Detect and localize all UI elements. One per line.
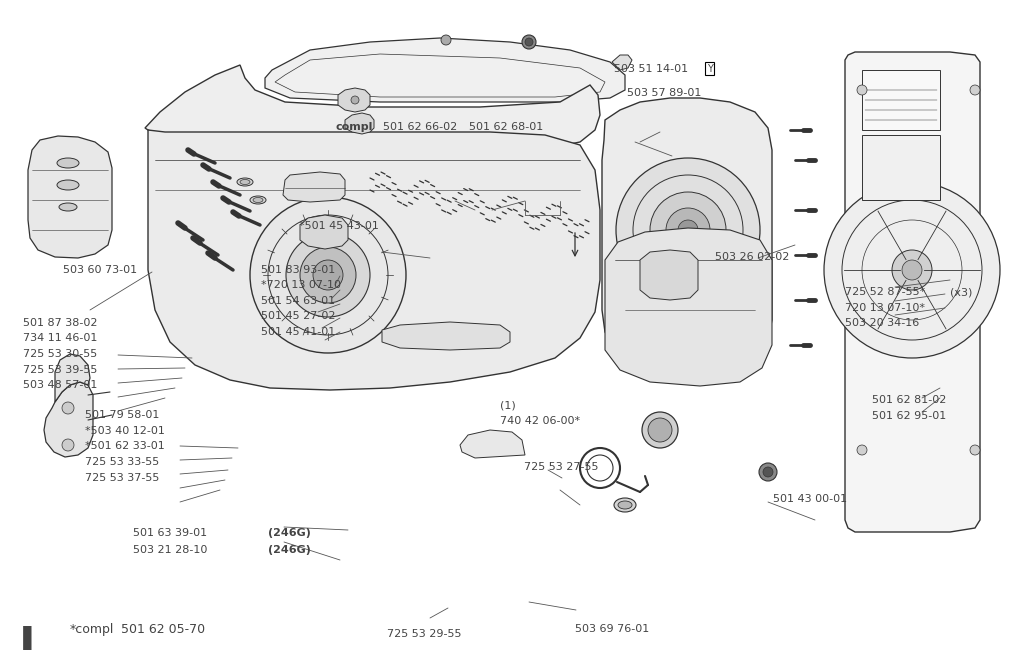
Text: *501 45 43-01: *501 45 43-01: [299, 221, 379, 231]
Text: 503 57 89-01: 503 57 89-01: [627, 88, 701, 97]
Polygon shape: [148, 130, 600, 390]
Text: 720 13 07-10*: 720 13 07-10*: [845, 303, 925, 313]
Ellipse shape: [250, 196, 266, 204]
Text: 725 52 87-55*: 725 52 87-55*: [845, 287, 925, 297]
Circle shape: [648, 418, 672, 442]
Circle shape: [650, 192, 726, 268]
Polygon shape: [345, 113, 374, 134]
Text: 734 11 46-01: 734 11 46-01: [23, 333, 97, 343]
Polygon shape: [145, 65, 600, 162]
Text: 501 43 00-01: 501 43 00-01: [773, 494, 847, 504]
Ellipse shape: [59, 203, 77, 211]
Polygon shape: [265, 38, 625, 102]
Polygon shape: [640, 250, 698, 300]
Text: 503 26 02-02: 503 26 02-02: [715, 252, 790, 262]
Text: *compl: *compl: [70, 623, 114, 636]
Text: 725 53 27-55: 725 53 27-55: [524, 462, 599, 471]
Ellipse shape: [237, 178, 253, 186]
Circle shape: [300, 247, 356, 303]
Ellipse shape: [57, 158, 79, 168]
Text: 503 48 57-01: 503 48 57-01: [23, 380, 97, 390]
Circle shape: [763, 467, 773, 477]
Circle shape: [313, 260, 343, 290]
Text: J: J: [18, 625, 35, 650]
Circle shape: [857, 445, 867, 455]
Text: (x3): (x3): [950, 287, 973, 297]
Text: *720 13 07-10: *720 13 07-10: [261, 280, 341, 290]
Text: 725 53 33-55: 725 53 33-55: [85, 457, 160, 467]
Text: compl: compl: [336, 122, 373, 132]
Polygon shape: [283, 172, 345, 202]
Text: 503 69 76-01: 503 69 76-01: [575, 624, 650, 634]
Circle shape: [522, 35, 536, 49]
Text: 501 87 38-02: 501 87 38-02: [23, 318, 97, 328]
Circle shape: [678, 220, 698, 240]
Text: (246G): (246G): [268, 545, 311, 554]
Text: (246G): (246G): [268, 528, 311, 538]
Text: 740 42 06-00*: 740 42 06-00*: [500, 416, 580, 426]
Text: 501 62 66-02: 501 62 66-02: [383, 122, 458, 132]
Text: 725 53 29-55: 725 53 29-55: [387, 629, 462, 639]
Circle shape: [857, 85, 867, 95]
Text: 501 54 63-01: 501 54 63-01: [261, 296, 335, 306]
Ellipse shape: [614, 498, 636, 512]
Polygon shape: [44, 382, 93, 457]
Text: 501 62 81-02: 501 62 81-02: [872, 395, 947, 405]
Polygon shape: [605, 228, 772, 386]
Circle shape: [824, 182, 1000, 358]
Ellipse shape: [618, 501, 632, 509]
Circle shape: [616, 158, 760, 302]
Polygon shape: [612, 55, 632, 70]
Ellipse shape: [253, 198, 263, 203]
Text: 501 62 95-01: 501 62 95-01: [872, 411, 947, 421]
Text: 725 53 37-55: 725 53 37-55: [85, 473, 160, 482]
Text: Y: Y: [707, 64, 713, 73]
Text: 501 83 93-01: 501 83 93-01: [261, 265, 336, 274]
Circle shape: [62, 402, 74, 414]
Circle shape: [62, 439, 74, 451]
Circle shape: [351, 96, 359, 104]
Text: 501 45 27-02: 501 45 27-02: [261, 311, 336, 321]
Circle shape: [642, 412, 678, 448]
Circle shape: [441, 35, 451, 45]
Ellipse shape: [240, 179, 250, 185]
Text: 725 53 39-55: 725 53 39-55: [23, 365, 97, 374]
Text: 501 79 58-01: 501 79 58-01: [85, 410, 160, 420]
Circle shape: [970, 85, 980, 95]
Polygon shape: [382, 322, 510, 350]
Circle shape: [666, 208, 710, 252]
Circle shape: [286, 233, 370, 317]
Text: 503 21 28-10: 503 21 28-10: [133, 545, 208, 554]
Polygon shape: [28, 136, 112, 258]
Polygon shape: [338, 88, 370, 112]
Text: 503 60 73-01: 503 60 73-01: [63, 265, 137, 275]
Polygon shape: [845, 52, 980, 532]
Polygon shape: [460, 430, 525, 458]
Polygon shape: [862, 135, 940, 200]
Circle shape: [525, 38, 534, 46]
Polygon shape: [55, 354, 90, 402]
Circle shape: [759, 463, 777, 481]
Text: (1): (1): [500, 400, 515, 410]
Text: *503 40 12-01: *503 40 12-01: [85, 426, 165, 436]
Text: *501 62 33-01: *501 62 33-01: [85, 441, 165, 451]
Text: 725 53 30-55: 725 53 30-55: [23, 349, 97, 359]
Text: 501 62 68-01: 501 62 68-01: [469, 122, 544, 132]
Text: 501 62 05-70: 501 62 05-70: [121, 623, 205, 636]
Text: 501 63 39-01: 501 63 39-01: [133, 528, 207, 538]
Circle shape: [970, 445, 980, 455]
Polygon shape: [602, 98, 772, 372]
Circle shape: [892, 250, 932, 290]
Ellipse shape: [57, 180, 79, 190]
Circle shape: [902, 260, 922, 280]
Text: 503 20 34-16: 503 20 34-16: [845, 318, 920, 328]
Text: 501 45 41-01: 501 45 41-01: [261, 327, 336, 337]
Circle shape: [250, 197, 406, 353]
Polygon shape: [862, 70, 940, 130]
Polygon shape: [300, 215, 348, 249]
Text: 503 51 14-01: 503 51 14-01: [614, 64, 688, 73]
